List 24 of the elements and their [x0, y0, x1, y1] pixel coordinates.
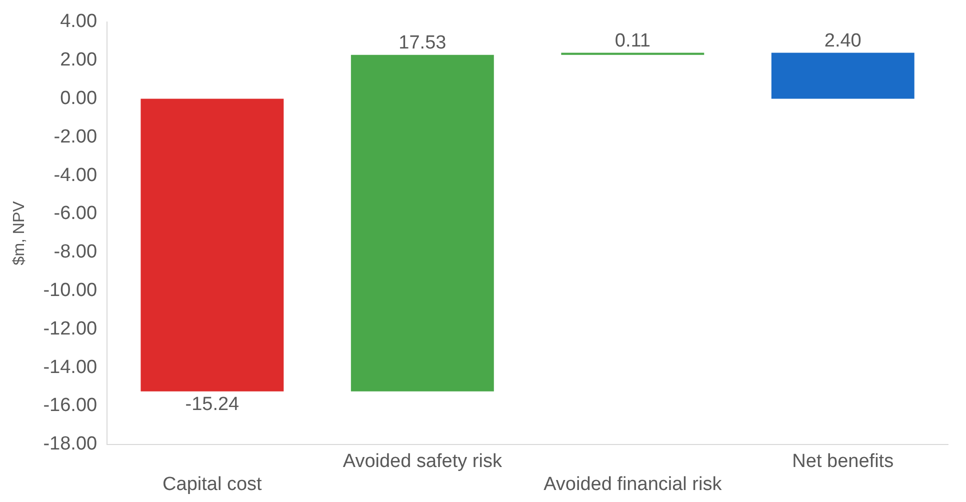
- y-tick-label: 0.00: [60, 88, 98, 110]
- y-tick-label: -12.00: [43, 318, 98, 340]
- y-tick-label: -14.00: [43, 356, 98, 378]
- data-label: -15.24: [185, 394, 240, 416]
- y-tick-label: -10.00: [43, 280, 98, 302]
- y-tick-label: -16.00: [43, 395, 98, 416]
- data-label: 17.53: [398, 32, 446, 54]
- y-tick-label: 4.00: [60, 11, 98, 32]
- data-label: 0.11: [614, 30, 650, 52]
- x-tick-label: Avoided safety risk: [342, 451, 502, 472]
- bar: [771, 52, 914, 99]
- data-label: 2.40: [824, 30, 862, 52]
- x-tick-label: Capital cost: [162, 474, 263, 495]
- y-tick-label: 2.00: [60, 50, 98, 71]
- bar: [350, 54, 494, 392]
- y-tick-label: -6.00: [54, 203, 98, 224]
- y-tick-label: -4.00: [54, 164, 98, 186]
- bar: [140, 98, 284, 392]
- x-tick-label: Net benefits: [792, 451, 894, 472]
- y-axis-title: $m, NPV: [11, 200, 28, 266]
- x-tick-label: Avoided financial risk: [544, 474, 722, 495]
- y-tick-label: -2.00: [54, 126, 98, 148]
- y-tick-label: -8.00: [54, 242, 98, 263]
- y-tick-label: -18.00: [43, 434, 98, 455]
